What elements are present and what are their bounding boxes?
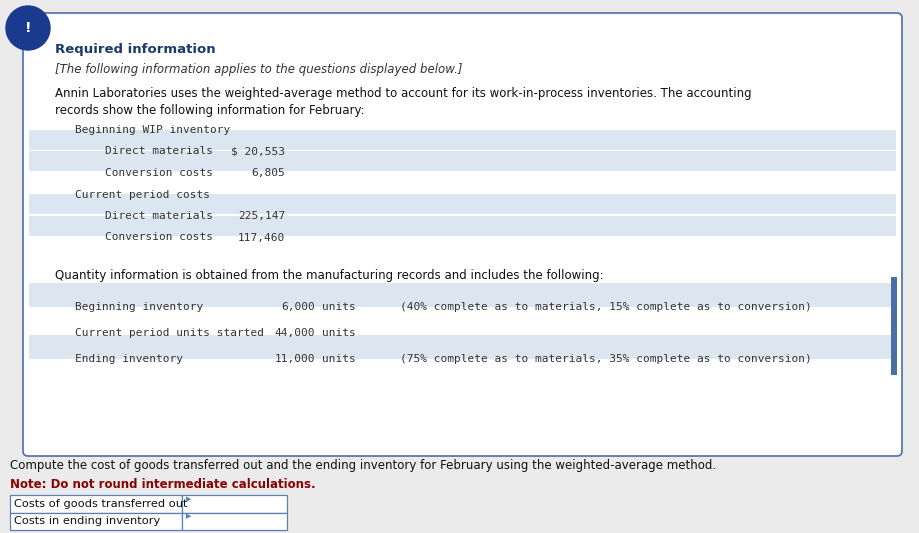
- Text: Current period costs: Current period costs: [75, 190, 210, 199]
- Text: Conversion costs: Conversion costs: [105, 168, 213, 178]
- Text: 6,805: 6,805: [251, 168, 285, 178]
- Text: records show the following information for February:: records show the following information f…: [55, 104, 365, 117]
- Text: units: units: [322, 354, 356, 364]
- Text: (40% complete as to materials, 15% complete as to conversion): (40% complete as to materials, 15% compl…: [400, 302, 811, 312]
- Bar: [10, 513, 182, 530]
- Text: units: units: [322, 302, 356, 312]
- Text: Costs of goods transferred out: Costs of goods transferred out: [14, 499, 187, 509]
- Bar: [10, 495, 182, 513]
- Text: 11,000: 11,000: [275, 354, 315, 364]
- Text: 117,460: 117,460: [238, 232, 285, 243]
- Bar: [29, 195, 896, 214]
- Text: Beginning inventory: Beginning inventory: [75, 302, 203, 312]
- Text: units: units: [322, 328, 356, 338]
- Text: Annin Laboratories uses the weighted-average method to account for its work-in-p: Annin Laboratories uses the weighted-ave…: [55, 87, 752, 100]
- Text: Required information: Required information: [55, 43, 216, 56]
- Bar: [29, 335, 896, 359]
- Text: Costs in ending inventory: Costs in ending inventory: [14, 516, 160, 526]
- Bar: [891, 277, 897, 375]
- Text: Direct materials: Direct materials: [105, 147, 213, 157]
- Text: Quantity information is obtained from the manufacturing records and includes the: Quantity information is obtained from th…: [55, 269, 604, 282]
- Bar: [29, 309, 896, 333]
- Text: Beginning WIP inventory: Beginning WIP inventory: [75, 125, 231, 135]
- Bar: [182, 513, 287, 530]
- Text: 44,000: 44,000: [275, 328, 315, 338]
- Bar: [29, 151, 896, 171]
- Bar: [29, 130, 896, 150]
- Text: Conversion costs: Conversion costs: [105, 232, 213, 243]
- Text: Compute the cost of goods transferred out and the ending inventory for February : Compute the cost of goods transferred ou…: [10, 459, 716, 472]
- Text: [The following information applies to the questions displayed below.]: [The following information applies to th…: [55, 63, 462, 76]
- Text: Direct materials: Direct materials: [105, 211, 213, 221]
- FancyBboxPatch shape: [23, 13, 902, 456]
- Text: Ending inventory: Ending inventory: [75, 354, 183, 364]
- Bar: [182, 495, 287, 513]
- Bar: [29, 216, 896, 236]
- Text: !: !: [25, 21, 31, 35]
- Text: (75% complete as to materials, 35% complete as to conversion): (75% complete as to materials, 35% compl…: [400, 354, 811, 364]
- Text: 6,000: 6,000: [281, 302, 315, 312]
- Text: Note: Do not round intermediate calculations.: Note: Do not round intermediate calculat…: [10, 478, 315, 491]
- Bar: [29, 283, 896, 306]
- Text: ▶: ▶: [186, 496, 191, 502]
- Text: ▶: ▶: [186, 513, 191, 519]
- Text: 225,147: 225,147: [238, 211, 285, 221]
- Text: $ 20,553: $ 20,553: [231, 147, 285, 157]
- Text: Current period units started: Current period units started: [75, 328, 264, 338]
- Circle shape: [6, 6, 50, 50]
